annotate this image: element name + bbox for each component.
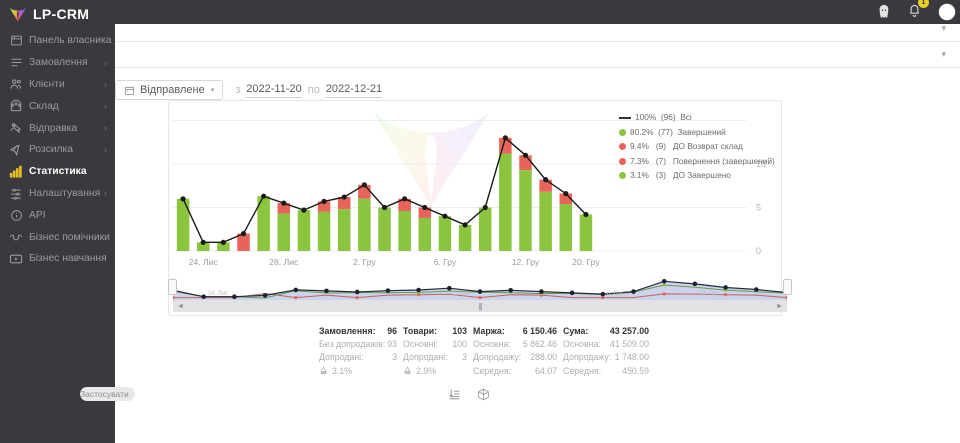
svg-text:2. Гру: 2. Гру [453,291,469,297]
svg-text:24. Лис: 24. Лис [208,291,228,297]
svg-text:12. Гру: 12. Гру [699,291,718,297]
svg-text:28. Лис: 28. Лис [269,257,299,267]
svg-text:2. Гру: 2. Гру [353,257,376,267]
svg-text:20. Гру: 20. Гру [572,257,600,267]
svg-text:6. Гру: 6. Гру [607,291,623,297]
svg-text:12. Гру: 12. Гру [512,257,540,267]
svg-text:24. Лис: 24. Лис [189,257,219,267]
svg-text:0: 0 [756,246,761,256]
svg-text:6. Гру: 6. Гру [434,257,457,267]
svg-text:5: 5 [756,203,761,213]
